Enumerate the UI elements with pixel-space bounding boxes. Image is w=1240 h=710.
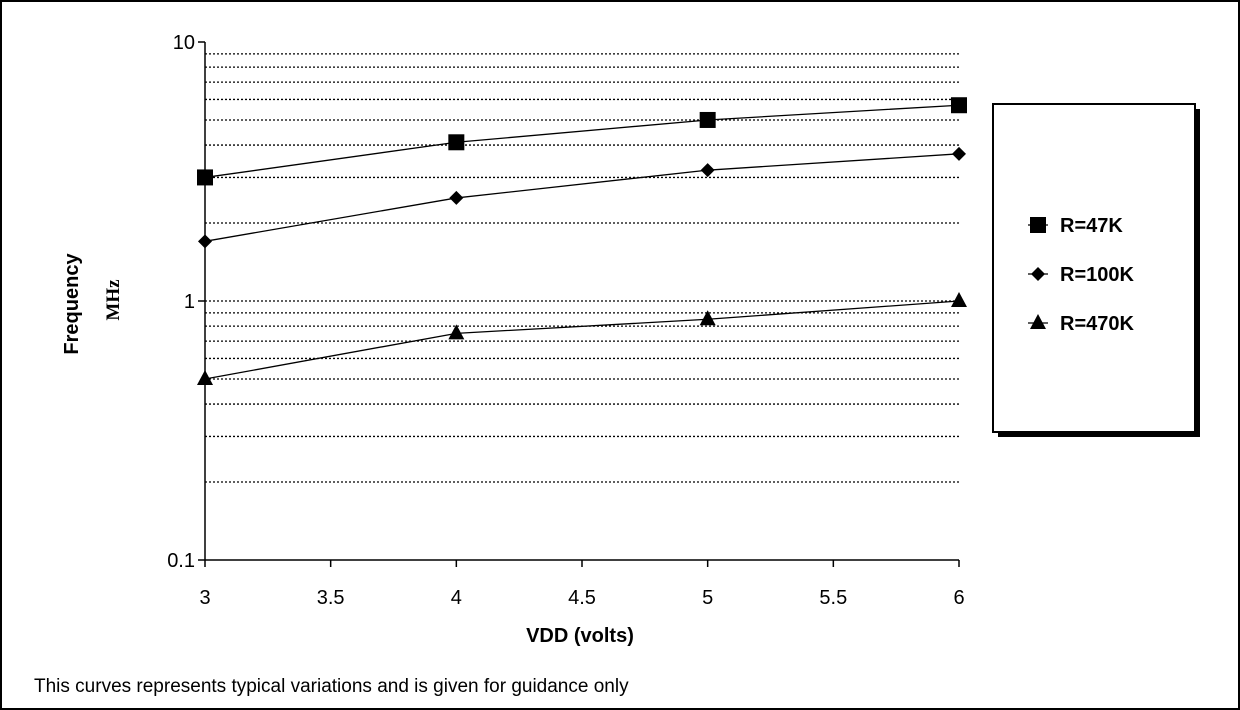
x-tick-label: 5 <box>702 587 713 609</box>
x-tick-label: 5.5 <box>819 587 847 609</box>
diamond-marker <box>700 163 715 178</box>
square-marker <box>951 97 967 114</box>
legend-item: R=47K <box>1028 215 1123 237</box>
triangle-marker <box>699 310 716 326</box>
axes <box>198 41 960 567</box>
y-tick-label: 0.1 <box>167 550 195 572</box>
y-axis-title-line-1: Frequency <box>61 253 83 355</box>
x-tick-labels: 3 3.5 4 4.5 5 5.5 6 <box>199 587 964 609</box>
series-r-47k <box>197 97 967 186</box>
legend-square-marker <box>1030 217 1046 233</box>
guidance-note: This curves represents typical variation… <box>34 676 629 697</box>
series-line <box>204 300 960 380</box>
y-axis-title-line-2: MHz <box>103 279 124 321</box>
x-tick-label: 4.5 <box>568 587 596 609</box>
legend-label: R=47K <box>1060 215 1123 237</box>
y-tick-label: 10 <box>173 32 195 54</box>
diamond-marker <box>449 190 464 205</box>
triangle-marker <box>448 324 465 340</box>
x-tick-label: 4 <box>451 587 462 609</box>
x-tick-label: 3 <box>199 587 210 609</box>
series-line <box>204 104 960 179</box>
x-tick-label: 3.5 <box>317 587 345 609</box>
legend-diamond-marker <box>1031 267 1045 281</box>
square-marker <box>448 134 465 151</box>
y-tick-label: 1 <box>184 291 195 313</box>
grid-lines <box>205 53 959 483</box>
legend-items: R=47K R=100K R=470K <box>1028 215 1134 335</box>
triangle-marker <box>197 369 213 385</box>
legend-item: R=470K <box>1028 313 1134 335</box>
legend-label: R=470K <box>1060 313 1134 335</box>
diamond-marker <box>952 146 966 161</box>
legend-triangle-marker <box>1030 314 1046 329</box>
legend-item: R=100K <box>1028 264 1134 286</box>
y-tick-labels: 0.1 1 10 <box>167 32 195 572</box>
square-marker <box>699 111 716 128</box>
series-r-470k <box>197 292 967 385</box>
x-axis-title: VDD (volts) <box>526 625 634 647</box>
series-line <box>204 153 960 242</box>
triangle-marker <box>951 292 967 307</box>
series-r-100k <box>198 146 966 249</box>
legend: R=47K R=100K R=470K <box>992 103 1200 437</box>
x-tick-label: 6 <box>953 587 964 609</box>
legend-label: R=100K <box>1060 264 1134 286</box>
data-series <box>197 97 967 385</box>
legend-box <box>992 103 1196 433</box>
diamond-marker <box>198 234 212 249</box>
square-marker <box>197 169 213 186</box>
